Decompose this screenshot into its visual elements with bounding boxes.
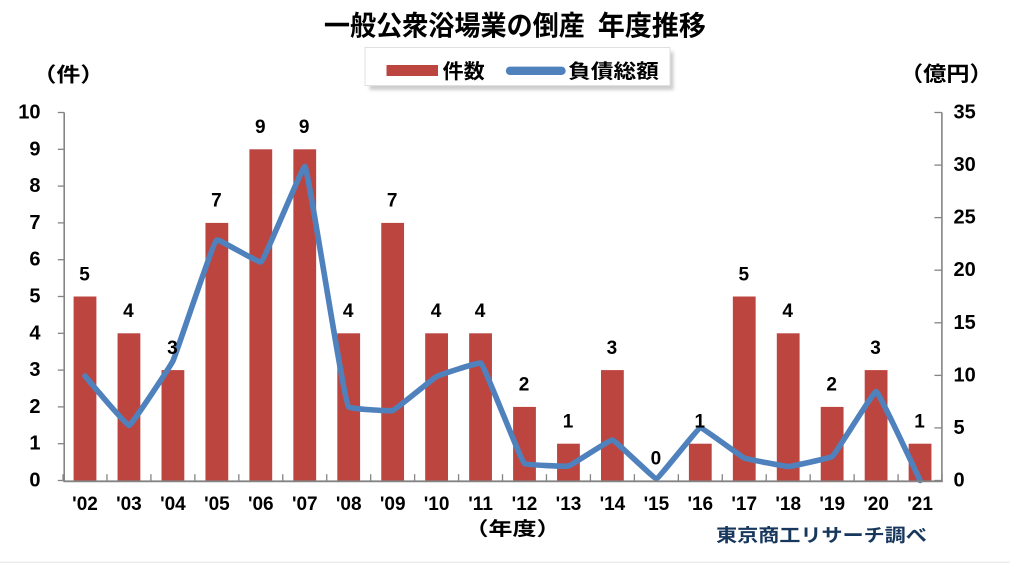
svg-text:10: 10 xyxy=(18,102,40,124)
svg-text:30: 30 xyxy=(954,154,976,176)
svg-text:'09: '09 xyxy=(380,494,406,515)
svg-text:4: 4 xyxy=(343,301,354,322)
svg-text:'06: '06 xyxy=(248,494,274,515)
svg-text:7: 7 xyxy=(29,212,40,234)
svg-text:4: 4 xyxy=(123,301,134,322)
svg-text:'03: '03 xyxy=(116,494,142,515)
svg-text:'18: '18 xyxy=(775,494,801,515)
svg-text:7: 7 xyxy=(211,191,222,212)
svg-text:35: 35 xyxy=(954,102,976,124)
svg-text:4: 4 xyxy=(782,301,793,322)
svg-text:'13: '13 xyxy=(556,494,582,515)
svg-text:0: 0 xyxy=(954,470,965,492)
svg-text:1: 1 xyxy=(29,433,40,455)
svg-text:'19: '19 xyxy=(819,494,845,515)
svg-text:4: 4 xyxy=(29,322,41,344)
svg-text:'10: '10 xyxy=(424,494,450,515)
svg-text:7: 7 xyxy=(387,191,398,212)
svg-text:0: 0 xyxy=(651,448,662,469)
svg-text:'16: '16 xyxy=(687,494,713,515)
svg-text:2: 2 xyxy=(826,375,837,396)
svg-text:3: 3 xyxy=(607,338,618,359)
svg-text:'07: '07 xyxy=(292,494,318,515)
svg-text:10: 10 xyxy=(954,364,976,386)
svg-text:'12: '12 xyxy=(512,494,538,515)
svg-text:9: 9 xyxy=(29,138,40,160)
svg-text:9: 9 xyxy=(255,117,266,138)
svg-text:5: 5 xyxy=(739,264,750,285)
svg-text:2: 2 xyxy=(519,375,530,396)
svg-text:3: 3 xyxy=(167,338,178,359)
svg-text:25: 25 xyxy=(954,207,976,229)
svg-text:1: 1 xyxy=(563,412,574,433)
svg-text:'14: '14 xyxy=(600,494,626,515)
svg-text:'17: '17 xyxy=(731,494,757,515)
svg-text:6: 6 xyxy=(29,249,40,271)
svg-text:0: 0 xyxy=(29,470,40,492)
svg-text:'15: '15 xyxy=(644,494,670,515)
svg-text:'02: '02 xyxy=(72,494,98,515)
svg-text:'05: '05 xyxy=(204,494,230,515)
svg-text:4: 4 xyxy=(431,301,442,322)
svg-text:15: 15 xyxy=(954,312,976,334)
svg-text:1: 1 xyxy=(914,412,925,433)
svg-text:2: 2 xyxy=(29,396,40,418)
svg-text:1: 1 xyxy=(695,412,706,433)
svg-text:5: 5 xyxy=(954,417,965,439)
svg-text:5: 5 xyxy=(79,264,90,285)
svg-text:5: 5 xyxy=(29,286,40,308)
svg-text:3: 3 xyxy=(29,359,40,381)
svg-text:'08: '08 xyxy=(336,494,362,515)
svg-text:'21: '21 xyxy=(907,494,933,515)
svg-text:'20: '20 xyxy=(863,494,889,515)
svg-text:4: 4 xyxy=(475,301,486,322)
svg-text:9: 9 xyxy=(299,117,310,138)
svg-text:'11: '11 xyxy=(468,494,493,515)
svg-text:'04: '04 xyxy=(160,494,186,515)
svg-text:3: 3 xyxy=(870,338,881,359)
svg-text:20: 20 xyxy=(954,259,976,281)
svg-text:8: 8 xyxy=(29,175,40,197)
